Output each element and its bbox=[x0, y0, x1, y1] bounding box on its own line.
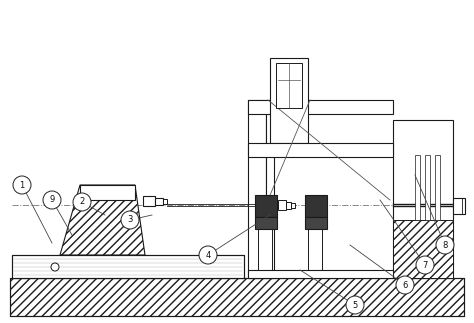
Circle shape bbox=[396, 276, 414, 294]
Circle shape bbox=[51, 263, 59, 271]
Bar bbox=[435, 155, 440, 220]
Bar bbox=[276, 63, 302, 108]
Bar bbox=[266, 100, 274, 278]
Bar bbox=[163, 199, 167, 204]
Text: 6: 6 bbox=[402, 280, 408, 289]
Circle shape bbox=[416, 256, 434, 274]
Text: 7: 7 bbox=[422, 261, 428, 269]
Bar bbox=[80, 185, 135, 200]
Bar bbox=[305, 217, 327, 229]
Bar bbox=[10, 278, 464, 316]
Polygon shape bbox=[60, 185, 145, 255]
Circle shape bbox=[436, 236, 454, 254]
Bar bbox=[12, 255, 244, 278]
Circle shape bbox=[73, 193, 91, 211]
Text: 2: 2 bbox=[79, 197, 85, 206]
Bar bbox=[10, 278, 464, 316]
Circle shape bbox=[13, 176, 31, 194]
Bar bbox=[255, 195, 277, 217]
Circle shape bbox=[346, 296, 364, 314]
Text: 3: 3 bbox=[128, 215, 133, 224]
Bar bbox=[278, 200, 286, 210]
Bar bbox=[308, 229, 322, 278]
Text: 4: 4 bbox=[205, 251, 210, 259]
Bar bbox=[393, 120, 453, 278]
Text: 1: 1 bbox=[19, 181, 25, 190]
Bar bbox=[305, 195, 327, 217]
Bar bbox=[258, 229, 272, 278]
Bar bbox=[270, 58, 308, 143]
Bar bbox=[453, 198, 465, 214]
Circle shape bbox=[43, 191, 61, 209]
Text: 8: 8 bbox=[442, 241, 447, 249]
Circle shape bbox=[199, 246, 217, 264]
Bar bbox=[255, 217, 277, 229]
Bar bbox=[248, 143, 393, 157]
Text: 5: 5 bbox=[352, 300, 357, 309]
Bar bbox=[12, 255, 244, 278]
Circle shape bbox=[121, 211, 139, 229]
Bar bbox=[425, 155, 430, 220]
Bar bbox=[143, 196, 155, 206]
Bar bbox=[155, 198, 163, 205]
Text: 9: 9 bbox=[49, 195, 55, 204]
Bar bbox=[415, 155, 420, 220]
Bar bbox=[248, 270, 393, 278]
Bar bbox=[286, 202, 291, 209]
Bar bbox=[248, 100, 266, 278]
Bar bbox=[248, 100, 393, 114]
Bar bbox=[393, 220, 453, 278]
Bar bbox=[291, 203, 295, 208]
